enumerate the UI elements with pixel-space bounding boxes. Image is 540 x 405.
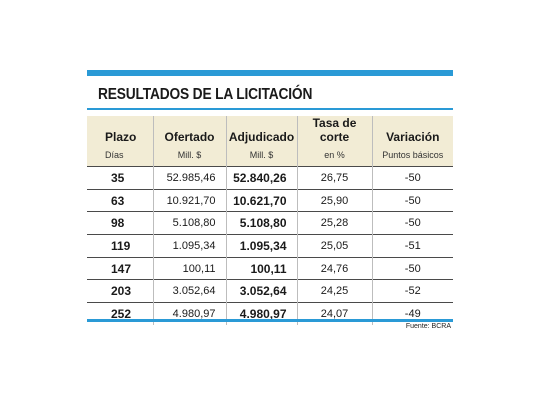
header-plazo: Plazo <box>105 130 137 144</box>
cell-ofertado: 5.108,80 <box>152 211 226 235</box>
cell-variacion: -50 <box>371 211 453 235</box>
header-variacion: Variación <box>371 116 453 144</box>
subheader-plazo: Días <box>105 150 124 160</box>
header-ofertado: Ofertado <box>152 116 226 144</box>
cell-tasa: 24,25 <box>296 279 372 303</box>
bottom-accent-bar <box>87 319 453 322</box>
source-note: Fuente: BCRA <box>405 323 451 330</box>
cell-tasa: 24,76 <box>296 256 372 280</box>
subheader-variacion: Puntos básicos <box>371 144 453 167</box>
table-row: 119 1.095,34 1.095,34 25,05 -51 <box>87 234 453 258</box>
cell-ofertado: 1.095,34 <box>152 234 226 258</box>
table-row: 98 5.108,80 5.108,80 25,28 -50 <box>87 211 453 235</box>
table-header: Plazo Ofertado Adjudicado Tasa de corte … <box>87 116 453 167</box>
table-row: 147 100,11 100,11 24,76 -50 <box>87 256 453 280</box>
cell-plazo: 98 <box>87 211 153 235</box>
cell-tasa: 25,90 <box>296 188 372 212</box>
cell-variacion: -51 <box>371 234 453 258</box>
subheader-ofertado: Mill. $ <box>152 144 226 167</box>
cell-adjudicado: 10.621,70 <box>225 188 297 212</box>
subheader-adjudicado: Mill. $ <box>225 144 297 167</box>
table-row: 63 10.921,70 10.621,70 25,90 -50 <box>87 188 453 212</box>
subheader-tasa: en % <box>296 144 372 167</box>
cell-adjudicado: 3.052,64 <box>225 279 297 303</box>
cell-adjudicado: 5.108,80 <box>225 211 297 235</box>
cell-ofertado: 10.921,70 <box>152 188 226 212</box>
table-title: RESULTADOS DE LA LICITACIÓN <box>98 86 313 103</box>
cell-ofertado: 100,11 <box>152 256 226 280</box>
cell-adjudicado: 100,11 <box>225 256 297 280</box>
table-row: 203 3.052,64 3.052,64 24,25 -52 <box>87 279 453 303</box>
cell-ofertado: 52.985,46 <box>152 166 226 190</box>
header-adjudicado: Adjudicado <box>225 116 297 144</box>
cell-plazo: 147 <box>87 256 153 280</box>
cell-tasa: 25,28 <box>296 211 372 235</box>
table-row: 35 52.985,46 52.840,26 26,75 -50 <box>87 166 453 190</box>
cell-plazo: 35 <box>87 166 153 190</box>
results-table: Plazo Ofertado Adjudicado Tasa de corte … <box>87 116 453 326</box>
cell-ofertado: 3.052,64 <box>152 279 226 303</box>
cell-variacion: -50 <box>371 166 453 190</box>
cell-variacion: -50 <box>371 256 453 280</box>
cell-plazo: 119 <box>87 234 153 258</box>
cell-tasa: 26,75 <box>296 166 372 190</box>
top-accent-bar <box>87 70 453 76</box>
cell-variacion: -50 <box>371 188 453 212</box>
title-divider <box>87 108 453 110</box>
cell-tasa: 25,05 <box>296 234 372 258</box>
cell-adjudicado: 52.840,26 <box>225 166 297 190</box>
header-tasa: Tasa de corte <box>296 116 372 144</box>
table-body: 35 52.985,46 52.840,26 26,75 -50 63 10.9… <box>87 166 453 326</box>
cell-variacion: -52 <box>371 279 453 303</box>
cell-adjudicado: 1.095,34 <box>225 234 297 258</box>
cell-plazo: 203 <box>87 279 153 303</box>
cell-plazo: 63 <box>87 188 153 212</box>
